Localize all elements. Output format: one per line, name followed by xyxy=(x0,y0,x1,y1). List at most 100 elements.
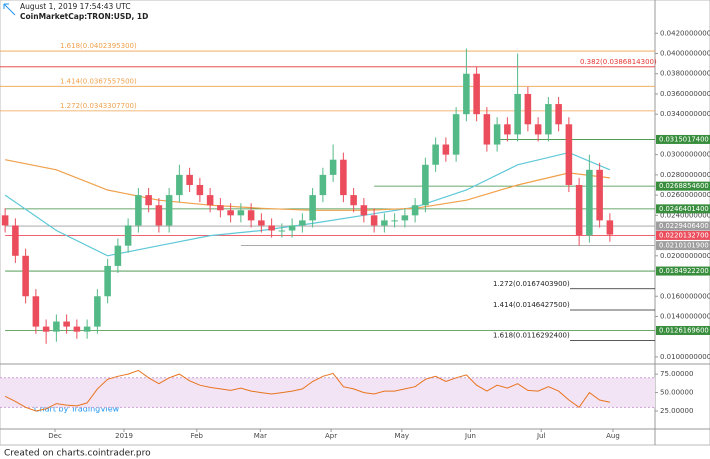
candle-body xyxy=(565,124,573,185)
candle-body xyxy=(606,220,614,235)
candle-body xyxy=(463,73,470,115)
symbol: CoinMarketCap:TRON:USD, 1D xyxy=(20,12,148,21)
fib-label: 1.414(0.0367557500) xyxy=(60,77,137,85)
candle-body xyxy=(473,73,480,115)
candle-body xyxy=(206,195,214,206)
y-tick-label: 0.0420000000 xyxy=(660,29,710,37)
y-tick-label: 0.0240000000 xyxy=(660,211,710,219)
logo xyxy=(3,3,16,16)
candle-body xyxy=(12,225,19,256)
candle-body xyxy=(145,195,152,206)
candle-body xyxy=(196,184,204,196)
y-tick-label: 0.0140000000 xyxy=(660,312,710,320)
candle-body xyxy=(237,210,245,216)
candle-body xyxy=(596,169,603,221)
x-tick-label: Jul xyxy=(536,432,546,440)
y-tick-label: 0.0260000000 xyxy=(660,191,710,199)
candle-body xyxy=(360,205,368,216)
level-label: 0.0220132700 xyxy=(659,231,709,239)
rsi-line xyxy=(4,369,611,412)
rsi-tick-label: 75.00000 xyxy=(660,370,693,378)
candle-body xyxy=(83,326,91,332)
candle-body xyxy=(217,205,224,211)
x-tick-label: Dec xyxy=(48,432,62,440)
candle-body xyxy=(73,326,81,332)
candle-body xyxy=(227,210,234,216)
x-tick-label: Apr xyxy=(325,432,337,440)
level-label: 0.0126169600 xyxy=(659,326,709,334)
fib-label: 1.272(0.0343307700) xyxy=(60,102,137,110)
candle-body xyxy=(288,225,296,231)
level-box xyxy=(656,230,710,240)
y-tick-label: 0.0400000000 xyxy=(660,49,710,57)
candle-body xyxy=(391,220,398,222)
candle-body xyxy=(299,220,306,226)
candle-body xyxy=(135,195,142,226)
level-label: 0.0229406400 xyxy=(659,222,709,230)
candle-body xyxy=(94,296,101,327)
y-tick-label: 0.0360000000 xyxy=(660,90,710,98)
candle-body xyxy=(555,104,562,125)
candle-body xyxy=(124,225,132,246)
candle-body xyxy=(586,169,593,236)
candle-body xyxy=(350,195,357,206)
level-box xyxy=(656,221,710,231)
fib-label: 1.414(0.0146427500) xyxy=(493,301,570,309)
candle-body xyxy=(370,215,378,226)
level-box xyxy=(656,204,710,214)
fib-label: 0.382(0.0386814300) xyxy=(580,58,657,66)
x-tick-label: May xyxy=(395,432,409,440)
fib-label: 1.618(0.0402395300) xyxy=(60,42,137,50)
candle-body xyxy=(186,174,193,185)
candle-body xyxy=(32,296,40,327)
y-tick-label: 0.0300000000 xyxy=(660,151,710,159)
candle-body xyxy=(309,195,316,221)
x-tick-label: Jun xyxy=(464,432,476,440)
candle-body xyxy=(575,184,583,236)
candle-body xyxy=(319,174,327,196)
candle-body xyxy=(493,124,501,145)
level-box xyxy=(656,325,710,335)
level-box xyxy=(656,181,710,191)
fib-label: 1.272(0.0167403900) xyxy=(493,280,570,288)
level-label: 0.0184922200 xyxy=(659,267,709,275)
candle-body xyxy=(42,326,50,332)
fib-label: 1.618(0.0116292400) xyxy=(493,331,570,339)
level-box xyxy=(656,134,710,144)
candle-body xyxy=(329,159,337,175)
candle-body xyxy=(442,144,450,155)
x-tick-label: Mar xyxy=(254,432,267,440)
candle-body xyxy=(22,255,29,297)
candle-body xyxy=(258,220,265,226)
rsi-band xyxy=(0,377,655,408)
y-tick-label: 0.0200000000 xyxy=(660,252,710,260)
rsi-tick-label: 50.00000 xyxy=(660,389,693,397)
candle-body xyxy=(452,114,460,155)
x-tick-label: 2019 xyxy=(115,432,133,440)
candle-body xyxy=(422,164,429,206)
candle-body xyxy=(381,220,388,226)
x-tick-label: Aug xyxy=(606,432,620,440)
candle-body xyxy=(104,265,111,297)
y-tick-label: 0.0160000000 xyxy=(660,292,710,300)
candle-body xyxy=(63,321,70,327)
rsi-tick-label: 25.00000 xyxy=(660,407,693,415)
candle-body xyxy=(176,174,183,196)
candle-body xyxy=(545,104,552,135)
level-label: 0.0246401400 xyxy=(659,205,709,213)
y-tick-label: 0.0340000000 xyxy=(660,110,710,118)
candle-body xyxy=(483,114,491,145)
level-box xyxy=(656,241,710,251)
y-tick-label: 0.0380000000 xyxy=(660,70,710,78)
candle-body xyxy=(165,195,173,226)
candle-body xyxy=(524,93,532,125)
candle-body xyxy=(155,205,163,226)
header-date: August 1, 2019 17:54:43 UTC xyxy=(20,2,131,11)
candle-body xyxy=(401,215,409,221)
candle-body xyxy=(268,225,275,231)
layers xyxy=(0,32,658,432)
candle-body xyxy=(411,205,419,216)
candle-body xyxy=(53,321,60,332)
level-box xyxy=(656,266,710,276)
